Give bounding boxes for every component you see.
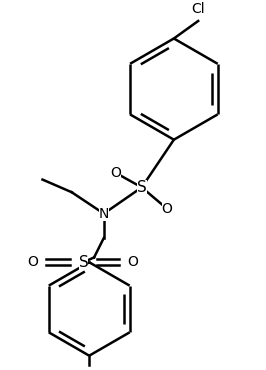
Text: O: O	[27, 255, 38, 269]
Text: O: O	[128, 255, 138, 269]
Text: S: S	[137, 180, 147, 195]
Text: S: S	[78, 255, 88, 270]
Text: O: O	[110, 166, 121, 180]
Text: Cl: Cl	[191, 2, 205, 16]
Text: N: N	[99, 206, 109, 221]
Text: O: O	[162, 202, 172, 216]
